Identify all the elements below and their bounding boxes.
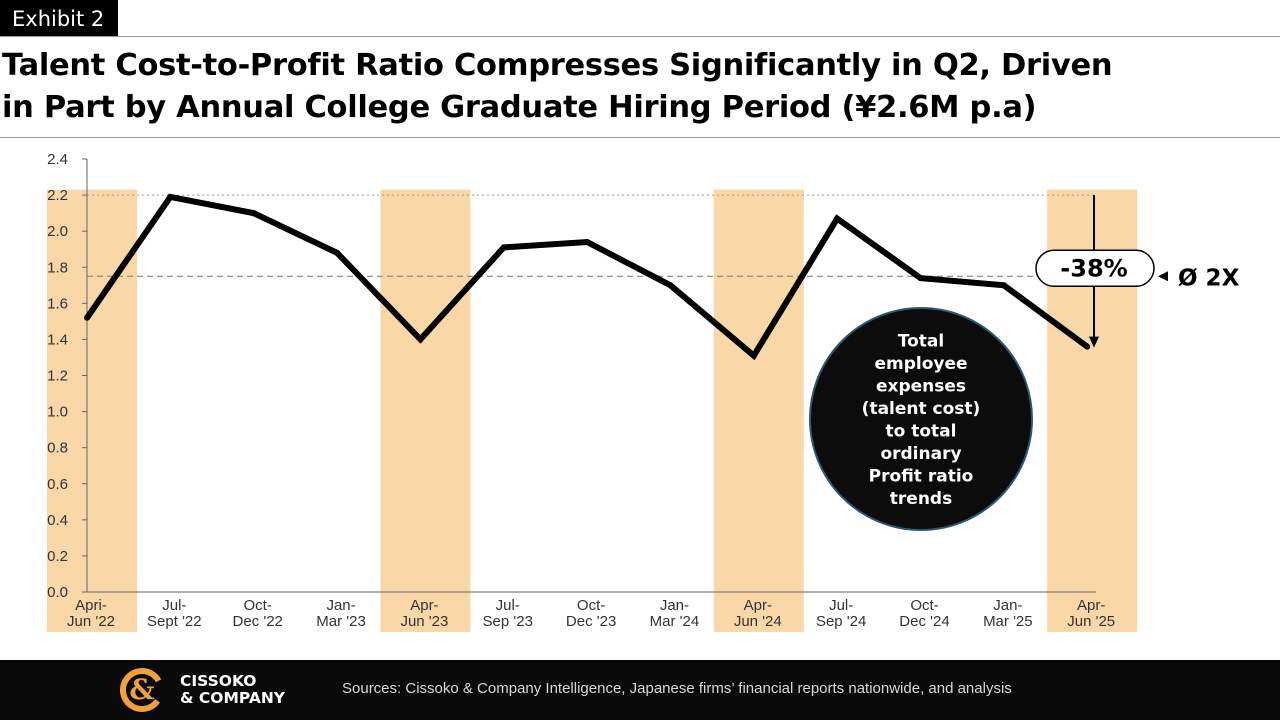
callout-text-line: to total — [886, 421, 957, 441]
x-tick-label: Jul-Sep '24 — [816, 597, 866, 630]
x-tick-label: Apr-Jun '23 — [400, 597, 448, 630]
x-tick-label: Jan-Mar '24 — [650, 597, 700, 630]
data-point — [417, 336, 424, 343]
data-point — [1084, 343, 1091, 350]
exhibit-label: Exhibit 2 — [0, 0, 119, 37]
y-tick-label: 2.0 — [47, 223, 68, 240]
data-point — [500, 244, 507, 251]
data-point — [584, 238, 591, 245]
x-tick-label: Apr-Jun '24 — [734, 597, 782, 630]
y-tick-label: 2.2 — [47, 187, 68, 204]
y-tick-label: 1.8 — [47, 259, 68, 276]
brand-line-1: CISSOKO — [180, 672, 257, 690]
brand-line-2: & COMPANY — [180, 689, 286, 707]
sources-note: Sources: Cissoko & Company Intelligence,… — [342, 680, 1012, 697]
callout-circle — [809, 307, 1033, 531]
data-point — [917, 275, 924, 282]
x-tick-label: Oct-Dec '23 — [566, 597, 616, 630]
x-tick-label: Jan-Mar '25 — [983, 597, 1033, 630]
data-point — [667, 282, 674, 289]
y-tick-label: 1.0 — [47, 404, 68, 421]
x-tick-label: Jan-Mar '23 — [316, 597, 366, 630]
callout-text-line: ordinary — [880, 444, 961, 464]
data-point — [250, 210, 257, 217]
data-point — [750, 352, 757, 359]
data-point — [167, 193, 174, 200]
callout-text-line: expenses — [876, 376, 966, 396]
y-tick-label: 1.4 — [47, 331, 68, 348]
y-tick-label: 0.6 — [47, 476, 68, 493]
svg-text:&: & — [129, 673, 154, 706]
data-point — [334, 249, 341, 256]
y-tick-label: 0.2 — [47, 548, 68, 565]
x-tick-label: Apr-Jun '25 — [1067, 597, 1115, 630]
average-pointer-icon — [1158, 271, 1168, 282]
data-point — [834, 215, 841, 222]
y-tick-label: 0.0 — [47, 584, 68, 601]
cissoko-logo-icon: & — [120, 668, 164, 712]
callout-text-line: trends — [890, 489, 952, 509]
y-tick-label: 0.8 — [47, 440, 68, 457]
ratio-line-chart: 0.0 0.2 0.4 0.6 0.8 1.0 1.2 1.4 1.6 1.8 2.0 2.2 2.4 A… — [47, 151, 1240, 632]
data-point — [84, 314, 90, 321]
y-tick-label: 1.2 — [47, 368, 68, 385]
callout-text-line: Total — [898, 331, 944, 351]
callout-text-line: employee — [874, 354, 967, 374]
change-arrow-head — [1089, 336, 1099, 348]
x-tick-label: Oct-Dec '24 — [899, 597, 949, 630]
change-percent-pill — [1035, 249, 1155, 288]
brand-name: CISSOKO & COMPANY — [180, 673, 285, 707]
x-tick-label: Oct-Dec '22 — [233, 597, 283, 630]
hiring-period-band — [380, 189, 471, 632]
footer-bar: & CISSOKO & COMPANY Sources: Cissoko & C… — [0, 660, 1280, 720]
x-tick-label: Apri-Jun '22 — [67, 597, 115, 630]
average-multiple-label: Ø 2X — [1178, 265, 1240, 291]
change-percent-label: -38% — [1060, 254, 1127, 282]
y-tick-label: 0.4 — [47, 512, 68, 529]
title-area: Talent Cost-to-Profit Ratio Compresses S… — [0, 36, 1280, 138]
callout-text-line: (talent cost) — [862, 399, 981, 419]
x-tick-label: Jul-Sep '23 — [483, 597, 533, 630]
hiring-period-band — [713, 189, 804, 632]
callout-text-line: Profit ratio — [869, 466, 974, 486]
y-tick-label: 2.4 — [47, 151, 68, 168]
page-title: Talent Cost-to-Profit Ratio Compresses S… — [2, 45, 1278, 129]
title-line-1: Talent Cost-to-Profit Ratio Compresses S… — [2, 48, 1113, 83]
data-point — [1000, 282, 1007, 289]
x-tick-label: Jul-Sept '22 — [147, 597, 202, 630]
y-tick-label: 1.6 — [47, 295, 68, 312]
title-line-2: in Part by Annual College Graduate Hirin… — [2, 90, 1037, 125]
